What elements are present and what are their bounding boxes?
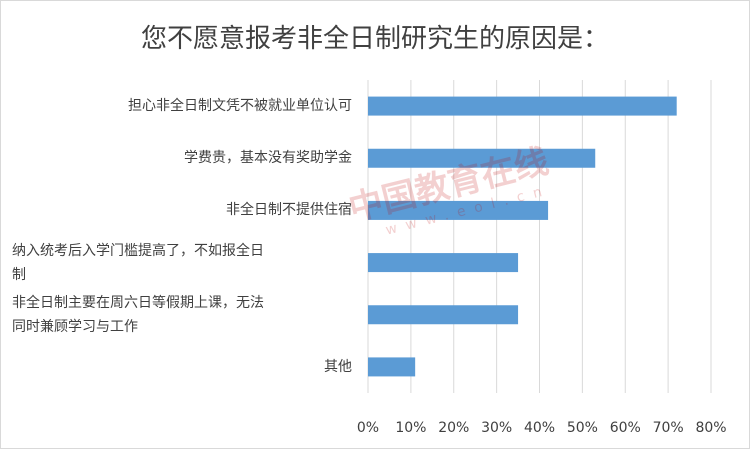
x-tick-label: 80% [695, 420, 726, 436]
category-label: 非全日制不提供住宿 [12, 198, 352, 222]
category-label-line: 纳入统考后入学门槛提高了，不如报全日 [12, 242, 264, 259]
bar [368, 200, 549, 220]
category-label: 担心非全日制文凭不被就业单位认可 [12, 94, 352, 118]
bar [368, 148, 596, 168]
category-label-line: 学费贵，基本没有奖助学金 [184, 150, 352, 167]
x-tick-label: 40% [524, 420, 555, 436]
bar [368, 305, 519, 325]
x-tick-label: 30% [481, 420, 512, 436]
category-label: 纳入统考后入学门槛提高了，不如报全日制 [12, 239, 352, 287]
x-tick-label: 50% [567, 420, 598, 436]
bar [368, 253, 519, 273]
x-tick-label: 70% [653, 420, 684, 436]
bar [368, 357, 416, 377]
category-label-line: 非全日制主要在周六日等假期上课，无法 [12, 294, 264, 311]
x-tick-label: 20% [438, 420, 469, 436]
x-tick-label: 10% [395, 420, 426, 436]
category-label: 学费贵，基本没有奖助学金 [12, 146, 352, 170]
category-label: 其他 [12, 355, 352, 379]
x-tick-label: 0% [357, 420, 379, 436]
bar [368, 96, 677, 116]
category-label: 非全日制主要在周六日等假期上课，无法 同时兼顾学习与工作 [12, 291, 352, 339]
category-label-line: 制 [12, 266, 26, 283]
chart-title: 您不愿意报考非全日制研究生的原因是： [140, 24, 609, 54]
x-tick-label: 60% [610, 420, 641, 436]
category-label-line: 非全日制不提供住宿 [226, 202, 352, 219]
category-label-line: 同时兼顾学习与工作 [12, 318, 138, 335]
category-label-line: 担心非全日制文凭不被就业单位认可 [128, 98, 352, 115]
category-label-line: 其他 [324, 358, 352, 375]
